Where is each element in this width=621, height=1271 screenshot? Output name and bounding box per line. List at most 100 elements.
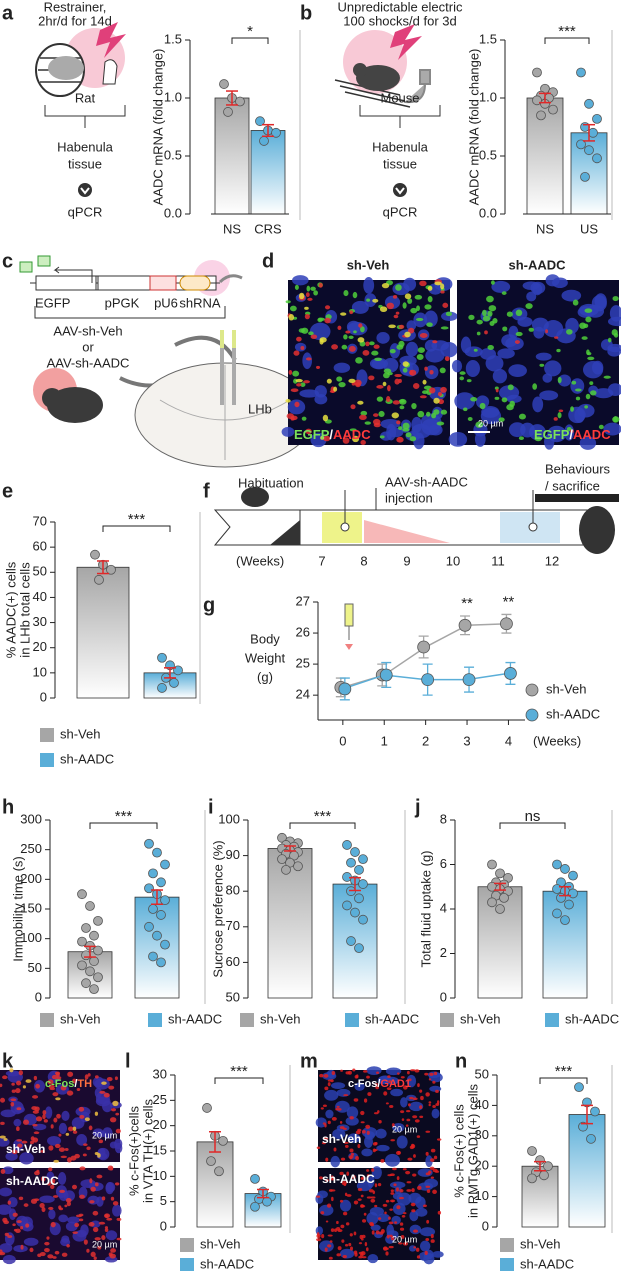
timeline-event: injection [385, 490, 433, 505]
data-point [584, 145, 594, 156]
data-point [527, 1173, 537, 1184]
x-tick-label: US [580, 221, 598, 236]
diagram-text: 2hr/d for 14d [38, 13, 112, 28]
data-point [214, 1166, 224, 1177]
data-point [85, 901, 95, 911]
data-point [552, 908, 562, 919]
legend-label: sh-AADC [565, 1011, 619, 1026]
y-tick-label: 0.0 [479, 205, 497, 220]
y-axis-label: AADC mRNA (fold change) [466, 49, 481, 206]
significance-bracket [231, 37, 269, 44]
data-point [255, 116, 265, 127]
data-point [462, 673, 476, 687]
legend-swatch [525, 708, 539, 722]
data-point [346, 857, 356, 868]
x-tick-label: 3 [463, 733, 470, 748]
y-tick-label: 6 [440, 856, 447, 871]
data-point [342, 840, 352, 850]
data-point [354, 893, 364, 904]
y-tick-label: 10 [153, 1168, 167, 1183]
y-tick-label: 25 [153, 1092, 167, 1107]
data-point [487, 859, 497, 870]
y-tick-label: 25 [296, 656, 310, 671]
data-point [169, 678, 179, 688]
data-point [259, 136, 269, 146]
scale-label: 20 µm [478, 418, 503, 428]
data-point [580, 171, 590, 182]
legend-label: sh-Veh [200, 1236, 240, 1251]
data-point [576, 67, 586, 78]
data-point [77, 960, 87, 971]
y-tick-label: 20 [153, 1117, 167, 1132]
legend-label: sh-AADC [520, 1256, 574, 1271]
y-tick-label: 1.0 [164, 89, 182, 104]
stain: AADC [333, 427, 371, 442]
stain-label: c-Fos/TH [45, 1078, 92, 1090]
data-point [218, 1135, 228, 1146]
micrograph [315, 1066, 443, 1168]
significance-label: *** [128, 511, 146, 528]
data-point [144, 838, 154, 849]
panel-letter: l [125, 1050, 131, 1072]
data-point [144, 921, 154, 932]
error-bar [559, 886, 571, 897]
data-point [536, 110, 546, 121]
significance-label: ** [461, 595, 473, 612]
significance-label: *** [314, 808, 332, 825]
data-point [144, 883, 154, 894]
data-point [342, 900, 352, 911]
week-label: 12 [545, 553, 559, 568]
y-tick-label: 8 [440, 811, 447, 826]
y-tick-label: 250 [20, 841, 42, 856]
error-bar [284, 845, 296, 852]
data-point [552, 884, 562, 894]
micrograph [281, 275, 458, 450]
y-axis-label: Weight [245, 650, 286, 665]
y-axis-label: (g) [257, 669, 273, 684]
y-tick-label: 0.0 [164, 205, 182, 220]
data-point [148, 904, 158, 914]
stain: EGFP [294, 427, 330, 442]
stain: EGFP [534, 427, 570, 442]
data-point [152, 930, 162, 941]
legend-swatch [525, 683, 539, 697]
vector-element: shRNA [179, 295, 221, 310]
legend-label: sh-Veh [60, 1011, 100, 1026]
bar [477, 886, 523, 999]
diagram-b [334, 24, 441, 197]
week-label: 8 [360, 553, 367, 568]
y-tick-label: 15 [153, 1142, 167, 1157]
y-tick-label: 200 [20, 871, 42, 886]
diagram-text: qPCR [68, 204, 103, 219]
data-point [350, 847, 360, 857]
error-bar [97, 560, 109, 575]
y-tick-label: 20 [33, 639, 47, 654]
data-point [487, 897, 497, 908]
data-point [358, 879, 368, 889]
data-point [584, 98, 594, 109]
vector-element: EGFP [35, 295, 70, 310]
bar [250, 130, 286, 215]
legend-label: sh-AADC [546, 706, 600, 721]
error-bar [539, 92, 551, 104]
error-bar [84, 945, 96, 958]
data-point [81, 978, 91, 989]
legend-swatch [40, 753, 54, 767]
significance-bracket [539, 1077, 588, 1084]
data-point [590, 1106, 600, 1117]
data-point [588, 127, 598, 138]
y-tick-label: 60 [226, 954, 240, 969]
data-point [556, 892, 566, 903]
y-tick-label: 0.5 [164, 147, 182, 162]
y-axis-label: Immobility time (s) [10, 856, 25, 961]
y-tick-label: 30 [33, 614, 47, 629]
data-point [350, 907, 360, 918]
y-tick-label: 70 [226, 918, 240, 933]
y-tick-label: 2 [440, 945, 447, 960]
diagram-text: or [82, 339, 94, 354]
data-point [156, 877, 166, 888]
group-label: sh-AADC [322, 1172, 375, 1186]
y-tick-label: 0 [40, 689, 47, 704]
data-point [592, 153, 602, 164]
significance-bracket [289, 822, 356, 829]
